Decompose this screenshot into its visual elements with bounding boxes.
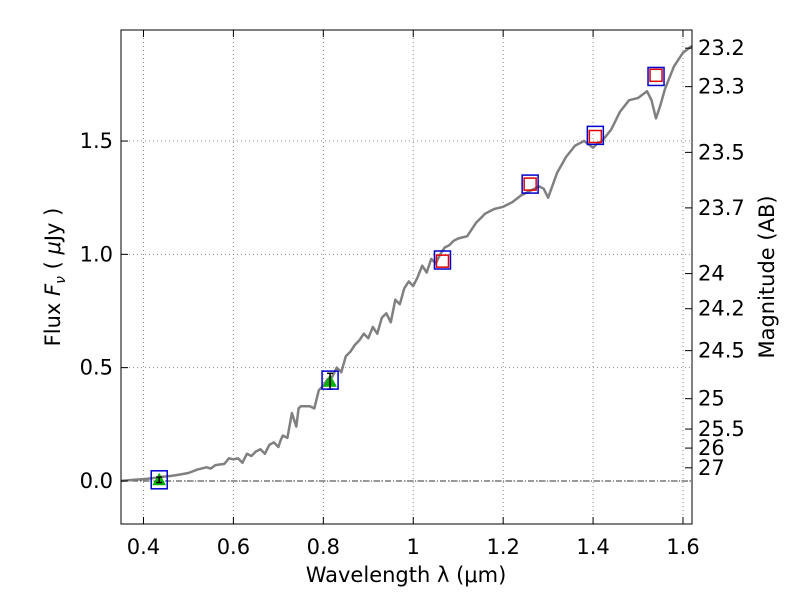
x-tick-label: 1.2 bbox=[486, 535, 519, 559]
model-spectrum-line bbox=[120, 44, 693, 483]
x-tick-label: 1.6 bbox=[666, 535, 699, 559]
model-flux-marker bbox=[433, 250, 452, 270]
observed-flux-marker bbox=[523, 177, 537, 191]
magnitude-tick-label: 24.2 bbox=[698, 297, 745, 321]
grid-lines bbox=[121, 30, 692, 524]
y-tick-label: 0.0 bbox=[80, 469, 113, 493]
magnitude-tick-label: 27 bbox=[698, 456, 725, 480]
x-tick-label: 0.6 bbox=[217, 535, 250, 559]
photometry-point bbox=[150, 470, 168, 490]
x-axis-ticks: 0.4 0.6 0.8 1 1.2 1.4 1.6 bbox=[127, 30, 700, 559]
model-spectrum bbox=[120, 44, 693, 483]
model-flux-marker bbox=[647, 66, 665, 87]
photometry-point bbox=[647, 66, 665, 87]
magnitude-tick-label: 25.5 bbox=[698, 417, 745, 441]
photometry-point bbox=[433, 250, 452, 270]
magnitude-tick-label: 24 bbox=[698, 262, 725, 286]
magnitude-tick-label: 26 bbox=[698, 436, 725, 460]
photometry-points bbox=[150, 66, 665, 490]
y-axis-ticks: 0.0 0.5 1.0 1.5 bbox=[80, 129, 128, 493]
y-tick-label: 1.5 bbox=[80, 129, 113, 153]
plot-frame bbox=[120, 29, 693, 525]
observed-flux-marker bbox=[435, 254, 450, 268]
magnitude-tick-label: 23.3 bbox=[698, 75, 745, 99]
model-flux-marker bbox=[321, 370, 339, 390]
x-axis-label: Wavelength λ (μm) bbox=[306, 563, 507, 587]
x-tick-label: 1.4 bbox=[576, 535, 609, 559]
magnitude-tick-label: 24.5 bbox=[698, 339, 745, 363]
x-tick-label: 0.4 bbox=[127, 535, 160, 559]
magnitude-tick-label: 23.2 bbox=[698, 36, 745, 60]
x-tick-label: 0.8 bbox=[307, 535, 340, 559]
photometry-point bbox=[521, 174, 539, 194]
x-tick-label: 1 bbox=[407, 535, 420, 559]
magnitude-tick-label: 23.7 bbox=[698, 196, 745, 220]
observed-flux-marker bbox=[649, 68, 663, 83]
y-tick-label: 0.5 bbox=[80, 356, 113, 380]
model-flux-marker bbox=[586, 125, 605, 146]
photometry-point bbox=[321, 370, 339, 390]
magnitude-tick-label: 25 bbox=[698, 387, 725, 411]
model-flux-marker bbox=[521, 174, 539, 194]
observed-flux-marker bbox=[588, 129, 603, 144]
magnitude-tick-label: 23.5 bbox=[698, 140, 745, 164]
model-flux-marker bbox=[150, 470, 168, 490]
y-axis-label-right: Magnitude (AB) bbox=[755, 195, 779, 358]
y-axis-label-left: Flux Fν ( μJy ) bbox=[41, 208, 69, 347]
y-tick-label: 1.0 bbox=[80, 242, 113, 266]
photometry-point bbox=[586, 125, 605, 146]
